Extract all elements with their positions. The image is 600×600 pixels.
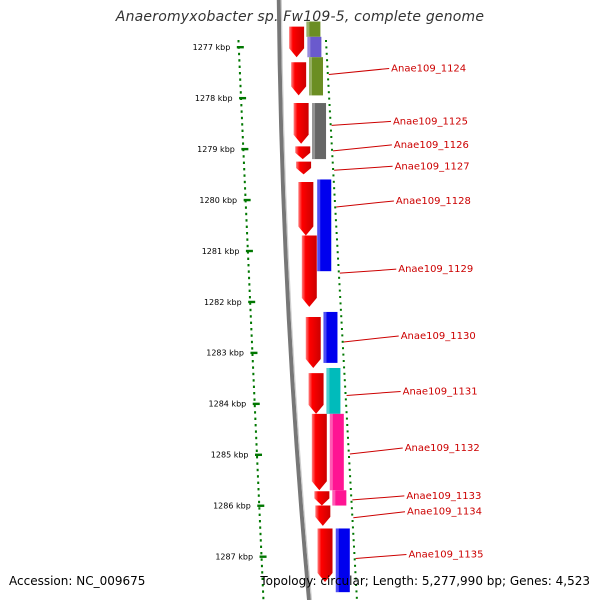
gene-label[interactable]: Anae109_1129 xyxy=(398,264,473,275)
gene-arrow[interactable] xyxy=(301,235,317,307)
cog-block xyxy=(323,311,338,363)
tick-label: 1281 kbp xyxy=(202,247,240,256)
gene-label-leader xyxy=(328,67,390,75)
gene-label[interactable]: Anae109_1135 xyxy=(408,550,483,561)
tick-label: 1284 kbp xyxy=(209,400,247,409)
cog-block xyxy=(329,413,344,491)
ruler-ticks: 1277 kbp 1278 kbp 1279 kbp 1280 kbp 1281 kbp… xyxy=(193,43,267,562)
gene-label[interactable]: Anae109_1130 xyxy=(401,331,476,342)
cog-block xyxy=(312,103,327,160)
ruler-tick xyxy=(236,46,244,49)
ruler-tick xyxy=(259,555,267,558)
accession-label: Accession: NC_009675 xyxy=(9,574,146,588)
map-title: Anaeromyxobacter sp. Fw109-5, complete g… xyxy=(115,9,485,25)
gene-label[interactable]: Anae109_1131 xyxy=(403,386,478,397)
gene-arrow[interactable] xyxy=(296,161,312,175)
tick-label: 1286 kbp xyxy=(213,502,251,511)
gene-arrow[interactable] xyxy=(311,413,327,491)
gene-arrow[interactable] xyxy=(317,528,333,582)
gene-arrow[interactable] xyxy=(295,146,311,160)
gene-arrow[interactable] xyxy=(305,317,321,368)
gene-arrow[interactable] xyxy=(293,103,309,144)
track-dots xyxy=(325,40,358,599)
gene-label[interactable]: Anae109_1126 xyxy=(394,140,469,151)
gene-label-leader xyxy=(331,120,392,126)
gene-label-leader xyxy=(353,511,406,519)
ruler-tick xyxy=(252,402,260,406)
gene-label[interactable]: Anae109_1128 xyxy=(396,196,471,207)
ruler-tick xyxy=(250,351,258,355)
ruler-tick xyxy=(248,300,256,304)
gene-label-leader xyxy=(343,335,399,343)
cog-block xyxy=(326,367,341,414)
gene-arrow[interactable] xyxy=(298,182,314,236)
gene-label-leader xyxy=(352,495,405,501)
tick-label: 1287 kbp xyxy=(215,553,253,562)
tick-label: 1277 kbp xyxy=(193,43,231,52)
tick-label: 1285 kbp xyxy=(211,451,249,460)
gene-labels: Anae109_1124 Anae109_1125 Anae109_1126 Anae… xyxy=(328,63,483,561)
ruler-tick xyxy=(243,198,251,202)
cog-block xyxy=(335,528,350,593)
gene-arrow[interactable] xyxy=(308,373,324,414)
cog-block xyxy=(309,57,324,96)
gene-label-leader xyxy=(355,554,407,559)
ruler-tick xyxy=(257,504,265,507)
gene-arrow[interactable] xyxy=(291,62,307,96)
gene-label-leader xyxy=(334,165,393,171)
cog-category-track xyxy=(306,21,350,593)
gene-label-leader xyxy=(336,200,394,208)
tick-label: 1279 kbp xyxy=(197,145,235,154)
forward-gene-track xyxy=(289,26,333,582)
gene-arrow[interactable] xyxy=(314,491,330,506)
gene-label[interactable]: Anae109_1127 xyxy=(395,161,470,172)
tick-label: 1280 kbp xyxy=(199,196,237,205)
cog-block xyxy=(317,179,332,272)
gene-arrow[interactable] xyxy=(289,26,305,58)
ruler-tick xyxy=(245,249,253,253)
gene-label[interactable]: Anae109_1133 xyxy=(406,491,481,502)
cog-block xyxy=(307,36,322,58)
backbone-line xyxy=(276,0,311,600)
cog-block xyxy=(332,490,347,506)
ruler-tick xyxy=(255,453,263,456)
tick-label: 1282 kbp xyxy=(204,298,242,307)
tick-label: 1283 kbp xyxy=(206,349,244,358)
cog-block xyxy=(306,21,321,37)
gene-label[interactable]: Anae109_1132 xyxy=(405,443,480,454)
gene-label[interactable]: Anae109_1125 xyxy=(393,116,468,127)
gene-label-leader xyxy=(339,268,397,274)
gene-label-leader xyxy=(346,390,401,396)
ruler-dots xyxy=(237,40,265,600)
topology-label: Topology: circular; Length: 5,277,990 bp… xyxy=(260,574,590,588)
gene-label-leader xyxy=(349,447,403,455)
gene-arrow[interactable] xyxy=(315,505,331,526)
backbone xyxy=(276,0,313,600)
ruler-tick xyxy=(241,147,249,151)
tick-label: 1278 kbp xyxy=(195,94,233,103)
gene-label-leader xyxy=(332,144,392,152)
ruler-tick xyxy=(239,96,247,100)
gene-label[interactable]: Anae109_1124 xyxy=(391,63,466,74)
gene-label[interactable]: Anae109_1134 xyxy=(407,507,482,518)
